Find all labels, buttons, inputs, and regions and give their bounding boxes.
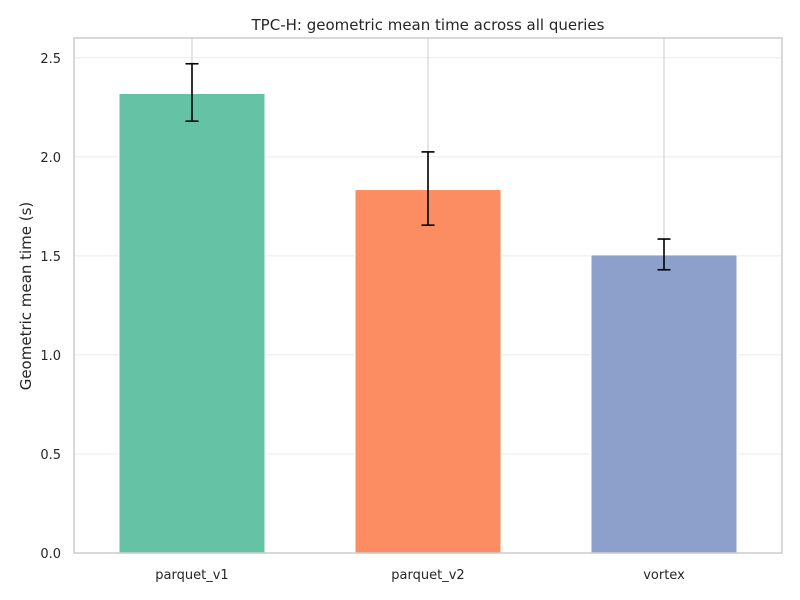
bars [118,92,738,554]
chart-title: TPC-H: geometric mean time across all qu… [251,16,605,34]
bar-parquet_v2 [354,189,502,554]
y-tick-label: 2.0 [40,151,61,166]
x-tick-label: parquet_v2 [391,568,464,583]
error-bars [185,62,671,271]
y-tick-label: 0.5 [40,448,61,463]
plot-frame [73,37,783,554]
y-axis-label: Geometric mean time (s) [17,202,35,391]
x-tick-labels: parquet_v1 parquet_v2 vortex [155,568,685,583]
plot-border [73,37,783,554]
y-tick-label: 2.5 [40,52,61,67]
y-tick-label: 1.5 [40,250,61,265]
y-tick-label: 1.0 [40,349,61,364]
bar-vortex [590,254,738,554]
y-tick-label: 0.0 [40,547,61,562]
y-tick-labels: 0.0 0.5 1.0 1.5 2.0 2.5 [40,52,61,562]
x-tick-label: vortex [643,568,685,583]
bar-parquet_v1 [118,92,266,554]
x-tick-label: parquet_v1 [155,568,228,583]
